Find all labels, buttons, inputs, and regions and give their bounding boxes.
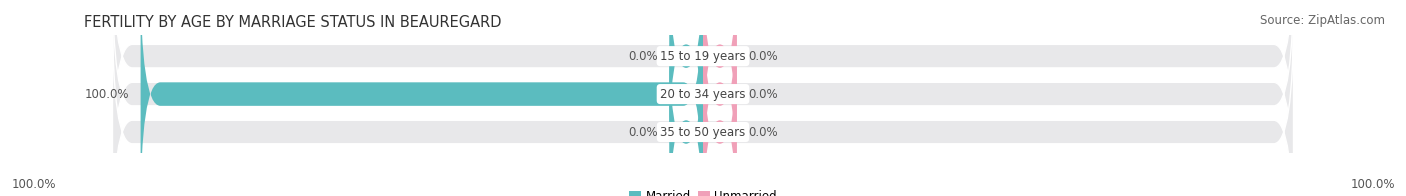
Text: 0.0%: 0.0% [628,50,658,63]
Text: 0.0%: 0.0% [628,125,658,139]
Text: 100.0%: 100.0% [11,178,56,191]
FancyBboxPatch shape [112,11,1294,196]
Text: 20 to 34 years: 20 to 34 years [661,88,745,101]
FancyBboxPatch shape [703,0,737,196]
FancyBboxPatch shape [112,0,1294,177]
Text: 35 to 50 years: 35 to 50 years [661,125,745,139]
Legend: Married, Unmarried: Married, Unmarried [624,186,782,196]
Text: 100.0%: 100.0% [1350,178,1395,191]
Text: 100.0%: 100.0% [84,88,129,101]
FancyBboxPatch shape [112,0,1294,196]
FancyBboxPatch shape [669,30,703,196]
FancyBboxPatch shape [703,30,737,196]
Text: 15 to 19 years: 15 to 19 years [661,50,745,63]
Text: 0.0%: 0.0% [748,88,778,101]
Text: Source: ZipAtlas.com: Source: ZipAtlas.com [1260,14,1385,27]
Text: FERTILITY BY AGE BY MARRIAGE STATUS IN BEAUREGARD: FERTILITY BY AGE BY MARRIAGE STATUS IN B… [84,15,502,30]
Text: 0.0%: 0.0% [748,50,778,63]
FancyBboxPatch shape [703,0,737,158]
FancyBboxPatch shape [669,0,703,158]
FancyBboxPatch shape [141,0,703,196]
Text: 0.0%: 0.0% [748,125,778,139]
